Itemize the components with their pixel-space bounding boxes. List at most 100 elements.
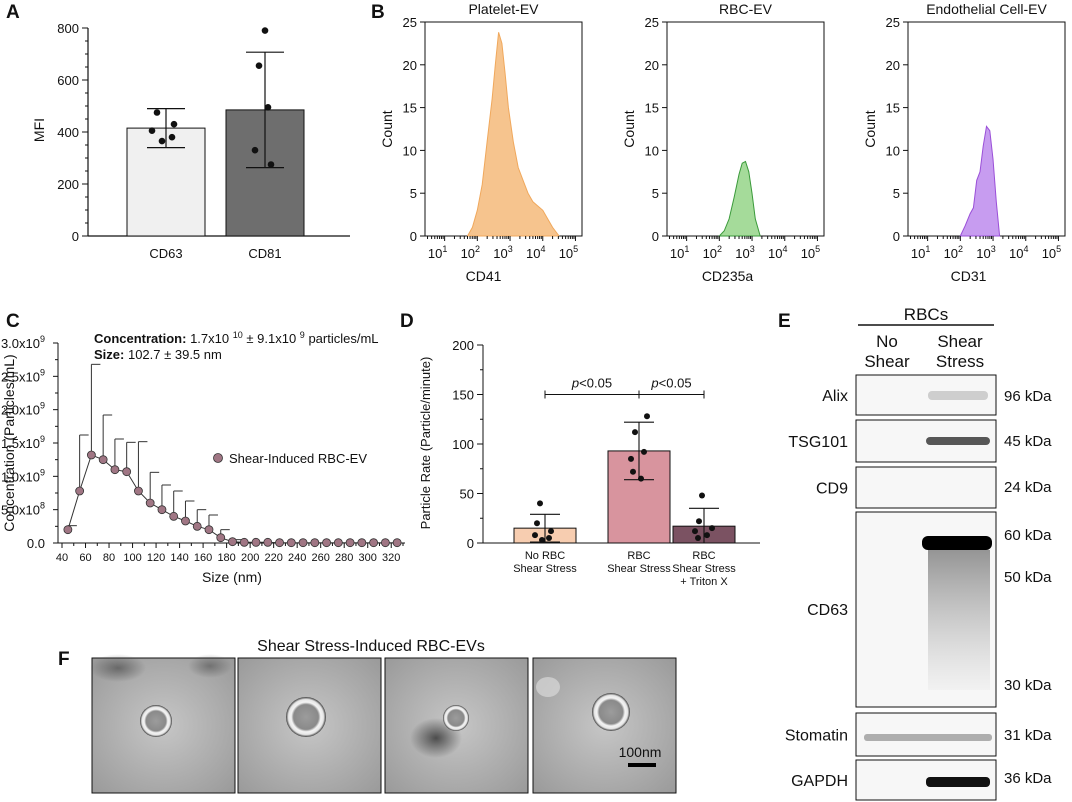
x-tick-label: 103	[976, 244, 995, 261]
y-tick-label: 100	[452, 437, 474, 452]
protein-label: Alix	[822, 388, 848, 405]
x-tick-label: 104	[768, 244, 787, 261]
x-tick-label: 102	[703, 244, 722, 261]
panel-f-tem-images: Shear Stress-Induced RBC-EVs 100nm	[90, 638, 677, 794]
x-axis-label: CD31	[951, 268, 987, 284]
size-annotation: Size: 102.7 ± 39.5 nm	[94, 347, 222, 362]
y-tick-label: 1.5x109	[1, 434, 45, 451]
lane-label: No	[876, 332, 898, 351]
legend-marker	[213, 453, 223, 463]
x-axis-label: Size (nm)	[202, 569, 262, 585]
histogram-title: RBC-EV	[719, 1, 773, 17]
concentration-label: Concentration:	[94, 331, 186, 346]
data-point	[345, 538, 355, 548]
histogram-area	[466, 32, 560, 237]
x-tick-label: RBC	[692, 550, 715, 562]
x-tick-label: CD81	[248, 246, 281, 261]
protein-label: CD63	[807, 602, 848, 619]
x-tick-label: 104	[526, 244, 545, 261]
panel-d-chart: 0 50 100 150 200 Particle Rate (Particle/minu…	[418, 338, 760, 588]
data-point	[638, 475, 644, 482]
data-point	[699, 492, 705, 499]
protein-label: TSG101	[788, 434, 848, 451]
data-point	[275, 538, 284, 548]
blot-box	[855, 466, 997, 509]
y-tick-label: 15	[403, 101, 417, 116]
data-point	[251, 537, 261, 547]
y-tick-label: 25	[886, 15, 900, 30]
histogram-title: Platelet-EV	[468, 1, 539, 17]
concentration-mantissa: 1.7x10	[190, 331, 229, 346]
y-tick-label: 5	[652, 186, 659, 201]
y-tick-label: 0.0	[27, 536, 45, 551]
band-gapdh	[926, 777, 990, 787]
data-point	[75, 486, 85, 496]
kda-label: 24 kDa	[1004, 479, 1052, 496]
x-tick-label: No RBC	[525, 550, 565, 562]
concentration-exponent-2: 9	[300, 330, 305, 340]
vesicle	[140, 705, 172, 737]
x-tick-label: 260	[312, 552, 330, 564]
data-point	[255, 62, 263, 69]
x-tick-label: 102	[461, 244, 480, 261]
blot-header: RBCs	[904, 305, 948, 324]
data-point	[644, 413, 650, 420]
y-tick-label: 15	[886, 101, 900, 116]
panel-label-e: E	[778, 311, 791, 332]
data-point	[709, 525, 715, 532]
x-tick-label: 105	[1042, 244, 1061, 261]
y-tick-label: 10	[403, 143, 417, 158]
data-point	[286, 538, 296, 548]
x-tick-label: 240	[288, 552, 306, 564]
x-tick-label: 101	[670, 244, 689, 261]
data-point	[261, 27, 269, 34]
x-tick-label: 101	[428, 244, 447, 261]
size-value: 102.7 ± 39.5 nm	[128, 347, 222, 362]
vesicle	[443, 705, 469, 731]
vesicle	[286, 697, 326, 737]
blot-row-alix: Alix	[822, 374, 997, 416]
y-tick-label: 25	[645, 15, 659, 30]
data-point	[239, 537, 249, 547]
y-tick-label: 1.0x109	[1, 467, 45, 484]
y-tick-label: 15	[645, 101, 659, 116]
tem-image-4	[532, 657, 677, 794]
x-tick-label: Shear Stress	[672, 563, 736, 575]
x-axis-label: CD235a	[702, 268, 754, 284]
x-tick-label: 180	[217, 552, 235, 564]
y-tick-label: 200	[57, 177, 79, 192]
blot-row-stomatin: Stomatin	[785, 712, 997, 757]
tem-title: Shear Stress-Induced RBC-EVs	[257, 638, 485, 655]
y-tick-label: 2.0x109	[1, 401, 45, 418]
tem-debris	[536, 677, 560, 697]
x-tick-label: Shear Stress	[607, 563, 671, 575]
x-tick-label: 100	[123, 552, 141, 564]
kda-label: 60 kDa	[1004, 527, 1052, 544]
lane-label: Stress	[936, 352, 984, 371]
data-point	[267, 161, 275, 168]
x-tick-label: 60	[79, 552, 91, 564]
data-point	[204, 525, 214, 535]
data-point	[546, 535, 552, 542]
concentration-unit: particles/mL	[308, 331, 378, 346]
y-tick-label: 800	[57, 21, 79, 36]
panel-label-c: C	[6, 311, 20, 332]
y-tick-label: 0	[652, 229, 659, 244]
y-axis-label: Concentration (Particles/mL)	[1, 354, 17, 531]
data-point	[251, 146, 259, 154]
x-tick-label: + Triton X	[680, 576, 728, 588]
data-point	[157, 505, 167, 515]
significance-label: p<0.05	[571, 376, 612, 391]
blot-box	[855, 712, 997, 757]
y-tick-label: 150	[452, 388, 474, 403]
kda-label: 36 kDa	[1004, 770, 1052, 787]
x-tick-label: 80	[103, 552, 115, 564]
data-point	[380, 538, 390, 548]
x-tick-label: 140	[170, 552, 188, 564]
x-tick-label: 105	[801, 244, 820, 261]
kda-label: 30 kDa	[1004, 677, 1052, 694]
scale-bar-label: 100nm	[619, 744, 662, 760]
y-axis-label: Particle Rate (Particle/minute)	[418, 357, 433, 530]
data-point	[170, 120, 178, 128]
x-tick-label: 103	[735, 244, 754, 261]
